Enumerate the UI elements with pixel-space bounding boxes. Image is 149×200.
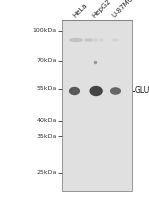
Ellipse shape	[89, 86, 103, 96]
Ellipse shape	[69, 87, 80, 95]
Ellipse shape	[84, 38, 93, 42]
Bar	[62, 20, 132, 191]
Text: HeLa: HeLa	[72, 2, 89, 19]
Ellipse shape	[69, 38, 83, 42]
Text: 100kDa: 100kDa	[32, 28, 57, 33]
Text: 70kDa: 70kDa	[36, 58, 57, 64]
Text: 25kDa: 25kDa	[36, 170, 57, 176]
Text: HepG2: HepG2	[91, 0, 112, 19]
Text: 40kDa: 40kDa	[36, 118, 57, 123]
Text: U-87MG: U-87MG	[111, 0, 135, 19]
Text: 55kDa: 55kDa	[36, 86, 57, 91]
Ellipse shape	[99, 38, 104, 42]
Text: 35kDa: 35kDa	[36, 134, 57, 138]
Ellipse shape	[110, 87, 121, 95]
Ellipse shape	[93, 38, 98, 42]
Ellipse shape	[112, 38, 119, 42]
Text: GLUT3: GLUT3	[135, 86, 149, 95]
